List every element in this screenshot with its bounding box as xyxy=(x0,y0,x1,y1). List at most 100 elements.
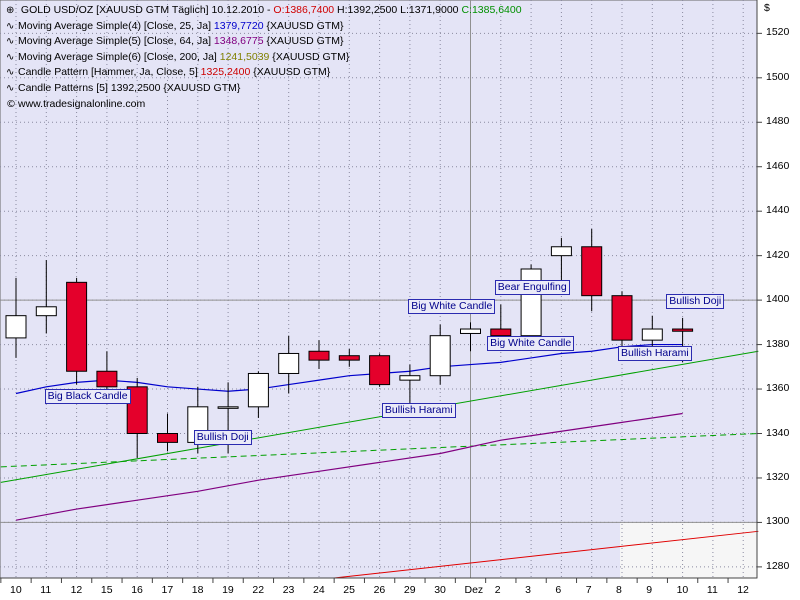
legend-suffix: {XAUUSD GTM} xyxy=(160,81,241,94)
x-tick-label: 3 xyxy=(525,584,531,596)
trend-line-green-dashed xyxy=(0,433,759,468)
trend-lines xyxy=(0,350,759,579)
x-tick-label: 9 xyxy=(646,584,653,596)
candle-body-bull xyxy=(460,328,481,334)
legend-value: 1379,7720 xyxy=(213,19,264,32)
x-tick-label: Dez xyxy=(464,584,484,596)
candles xyxy=(5,228,694,458)
legend-label: Moving Average Simple(5) [Close, 64, Ja] xyxy=(18,35,214,48)
x-tick-label: 26 xyxy=(373,584,386,596)
candle xyxy=(460,322,481,352)
grid-lines xyxy=(0,0,757,578)
legend-label: Moving Average Simple(6) [Close, 200, Ja… xyxy=(18,50,220,63)
legend-value: 1325,2400 xyxy=(200,66,251,79)
ma64-line xyxy=(15,412,683,521)
candle xyxy=(369,353,391,387)
chart-legend: ⊕ GOLD USD/OZ [XAUUSD GTM Täglich] 10.12… xyxy=(6,3,522,112)
candle-body-bull xyxy=(550,246,572,257)
watermark: © www.tradesignalonline.com xyxy=(6,97,522,113)
candle xyxy=(581,228,603,312)
x-tick-label: 10 xyxy=(10,584,22,596)
y-tick-marks xyxy=(757,32,762,568)
legend-item[interactable]: ∿ Candle Patterns [5] 1392,2500 {XAUUSD G… xyxy=(6,81,522,97)
crosshair-icon: ⊕ xyxy=(6,5,15,16)
pattern-label[interactable]: Bullish Doji xyxy=(193,430,252,445)
header-open: O:1386,7400 xyxy=(273,4,335,16)
candle xyxy=(278,335,300,394)
legend-label: Candle Patterns [5] xyxy=(18,81,111,94)
legend-item[interactable]: ∿ Candle Pattern [Hammer, Ja, Close, 5] 1… xyxy=(6,65,522,81)
candle xyxy=(66,277,88,385)
candle xyxy=(338,349,360,367)
legend-item[interactable]: ∿ Moving Average Simple(5) [Close, 64, Ja… xyxy=(6,34,522,50)
candle-body-bear xyxy=(157,433,178,443)
x-tick-label: 17 xyxy=(161,584,174,596)
y-tick-label: 1420 xyxy=(766,248,790,261)
candle-body-bull xyxy=(641,328,663,341)
header-title: GOLD USD/OZ [XAUUSD GTM Täglich] 10.12.2… xyxy=(20,4,274,16)
x-tick-marks xyxy=(0,578,729,583)
y-tick-label: 1360 xyxy=(766,382,790,395)
candle-body-bear xyxy=(672,328,694,332)
pattern-label[interactable]: Bullish Doji xyxy=(666,294,725,309)
candle-body-bull xyxy=(429,335,451,377)
y-tick-label: 1280 xyxy=(766,559,790,572)
candle-body-bull xyxy=(217,406,239,409)
x-tick-label: 23 xyxy=(282,584,295,596)
legend-label: Moving Average Simple(4) [Close, 25, Ja] xyxy=(18,19,214,32)
y-tick-label: 1400 xyxy=(766,293,790,306)
candle xyxy=(35,260,57,334)
x-tick-label: 22 xyxy=(252,584,265,596)
x-tick-label: 12 xyxy=(737,584,749,596)
pattern-label[interactable]: Bullish Harami xyxy=(618,346,692,361)
candle-body-bear xyxy=(126,386,148,435)
pattern-label[interactable]: Big White Candle xyxy=(408,299,496,314)
header-high: H:1392,2500 xyxy=(337,4,398,16)
legend-suffix: {XAUUSD GTM} xyxy=(269,50,350,63)
x-tick-label: 7 xyxy=(585,584,592,596)
y-tick-label: 1520 xyxy=(766,26,790,39)
y-tick-label: 1320 xyxy=(766,470,790,483)
candle-body-bear xyxy=(369,355,391,386)
pattern-label[interactable]: Big White Candle xyxy=(487,336,575,351)
indicator-wave-icon: ∿ xyxy=(6,20,15,32)
x-tick-label: 10 xyxy=(676,584,689,596)
candle xyxy=(520,264,542,338)
x-tick-label: 11 xyxy=(706,584,718,596)
moving-average-lines xyxy=(15,343,683,521)
y-tick-label: 1300 xyxy=(766,515,790,528)
candle-body-bear xyxy=(96,370,118,388)
indicator-wave-icon: ∿ xyxy=(6,67,15,79)
x-tick-label: 6 xyxy=(555,584,562,596)
candle-body-bull xyxy=(278,352,300,374)
y-tick-label: 1460 xyxy=(766,159,790,172)
y-tick-label: 1380 xyxy=(766,337,790,350)
trend-line-red xyxy=(334,530,759,579)
legend-suffix: {XAUUSD GTM} xyxy=(263,35,344,48)
trend-line-green xyxy=(0,350,759,483)
candle-body-bear xyxy=(581,246,603,297)
x-tick-label: 29 xyxy=(403,584,416,596)
pattern-label[interactable]: Bullish Harami xyxy=(381,403,456,418)
pattern-label[interactable]: Big Black Candle xyxy=(44,389,131,404)
candle xyxy=(550,237,572,281)
x-tick-label: 19 xyxy=(222,584,234,596)
x-tick-label: 8 xyxy=(616,584,622,596)
candle-body-bull xyxy=(35,306,57,317)
legend-item[interactable]: ∿ Moving Average Simple(4) [Close, 25, Ja… xyxy=(6,19,522,35)
shaded-region xyxy=(620,522,757,578)
copyright-icon: © xyxy=(6,98,16,110)
candle xyxy=(641,315,663,347)
legend-item[interactable]: ∿ Moving Average Simple(6) [Close, 200, J… xyxy=(6,50,522,66)
header-close: C:1385,6400 xyxy=(461,4,522,16)
candle-body-bull xyxy=(520,268,542,337)
candle-body-bear xyxy=(611,295,633,341)
pattern-label[interactable]: Bear Engulfing xyxy=(494,280,570,295)
candle-body-bear xyxy=(338,355,360,361)
legend-label: Candle Pattern [Hammer, Ja, Close, 5] xyxy=(18,66,201,79)
x-tick-label: 12 xyxy=(70,584,83,596)
legend-value: 1348,6775 xyxy=(213,35,264,48)
x-tick-label: 15 xyxy=(100,584,113,596)
x-tick-label: 25 xyxy=(343,584,355,596)
